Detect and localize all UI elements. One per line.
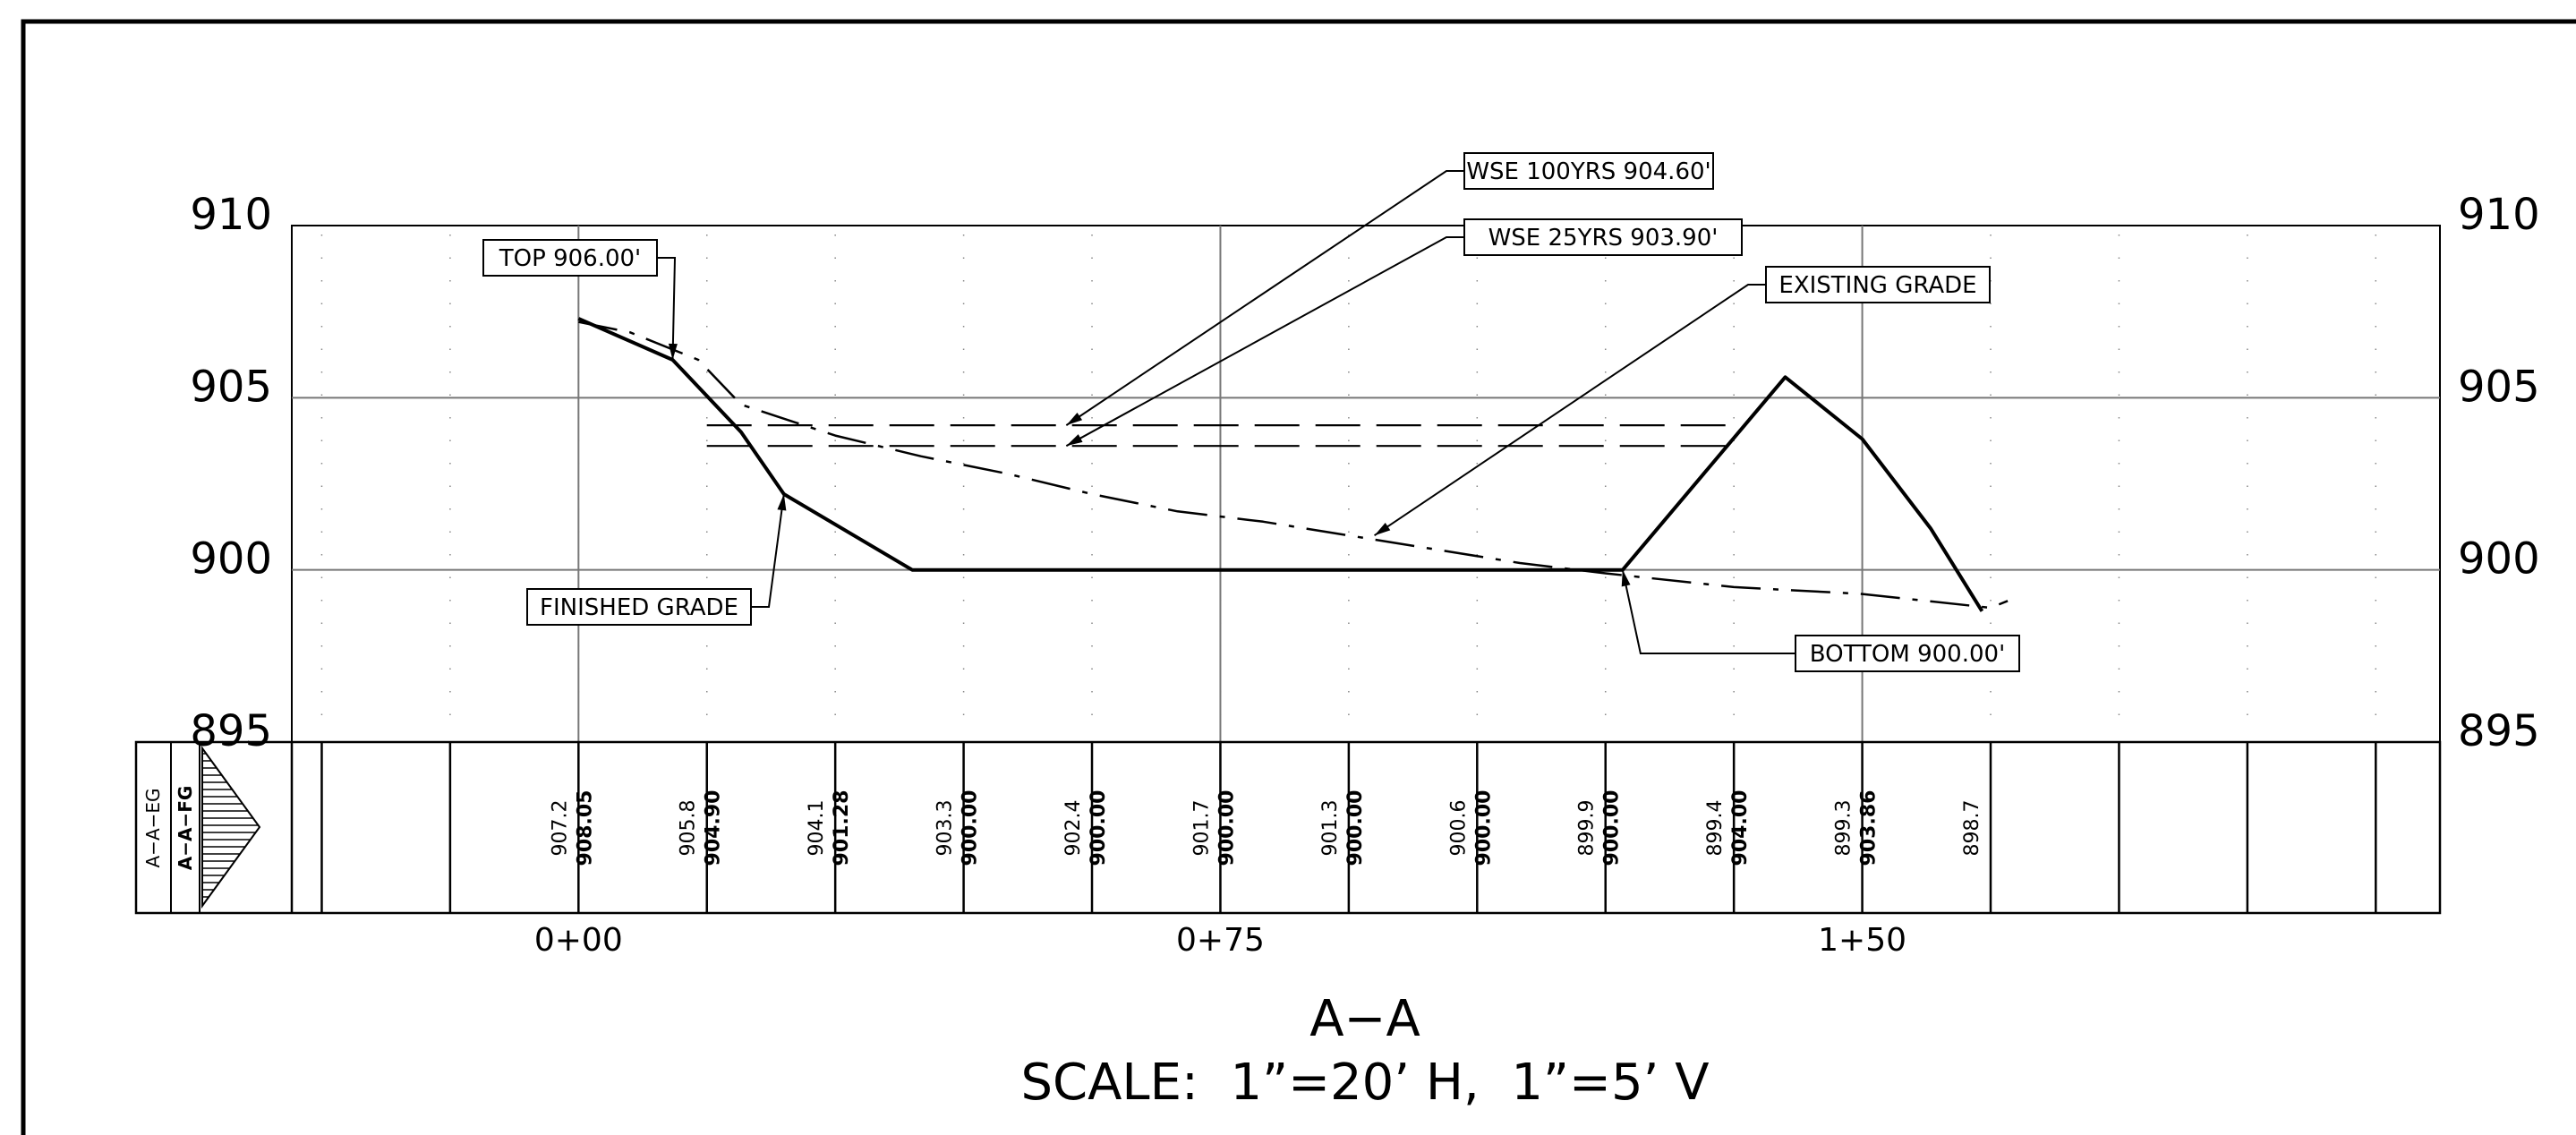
- x-axis-ticks: 0+00 0+75 1+50: [534, 922, 1906, 959]
- y-tick-label-left: 900: [190, 534, 272, 585]
- callout-arrowhead: [777, 494, 787, 511]
- sheet-border: [21, 19, 2576, 1135]
- callout-box: [526, 588, 752, 626]
- callout-arrowhead: [1621, 569, 1631, 587]
- series-line: [577, 317, 1984, 612]
- existing-elevation-value: 899.9: [1576, 800, 1599, 857]
- y-tick-label-right: 900: [2458, 534, 2540, 585]
- existing-elevation-value: 899.3: [1833, 800, 1855, 857]
- callout-arrowhead: [1066, 434, 1083, 447]
- y-axis-ticks: 895 895 900 900 905 905 910 910: [190, 190, 2539, 756]
- existing-elevation-value: 901.7: [1190, 800, 1213, 857]
- table-frame: [134, 740, 2442, 915]
- hatch-outline: [201, 745, 261, 909]
- existing-elevation-value: 904.1: [806, 800, 828, 857]
- callout-leader: [1065, 170, 1464, 426]
- callout-leader: [1621, 569, 1796, 654]
- finished-elevation-value: 908.05: [574, 790, 596, 866]
- finished-elevation-value: 900.00: [1215, 790, 1238, 866]
- callout-box: [1765, 266, 1991, 303]
- finished-elevation-value: 901.28: [831, 790, 853, 866]
- callout-leader: [1374, 284, 1766, 537]
- existing-elevation-value: 901.3: [1319, 800, 1342, 857]
- callout-arrowhead: [1374, 523, 1391, 536]
- y-tick-label-left: 905: [190, 362, 272, 412]
- callout-label: TOP 906.00': [499, 245, 641, 272]
- x-tick-label: 1+50: [1818, 922, 1906, 959]
- callout-leader: [657, 257, 677, 361]
- scale-note: SCALE: 1”=20’ H, 1”=5’ V: [1020, 1054, 1709, 1112]
- finished-elevation-value: 904.90: [703, 790, 725, 866]
- callout-label: FINISHED GRADE: [540, 594, 738, 621]
- callout-arrowhead: [1066, 412, 1083, 426]
- row-label-eg: A−A−EG: [142, 788, 164, 867]
- existing-elevation-value: 907.2: [549, 800, 571, 857]
- existing-elevation-value: 898.7: [1961, 800, 1983, 857]
- callout-box: [1463, 218, 1743, 256]
- elevation-table: A−A−EG A−A−FG 907.2 908.05 905.8 904.90 904.…: [134, 740, 2442, 959]
- callout-box: [1463, 152, 1714, 190]
- callout-leader: [751, 493, 785, 608]
- x-tick-label: 0+75: [1176, 922, 1265, 959]
- profile-series: [577, 317, 2009, 612]
- finished-elevation-value: 900.00: [1601, 790, 1624, 866]
- existing-elevation-value: 900.6: [1447, 800, 1470, 857]
- series-line: [578, 320, 2009, 610]
- row-label-fg: A−A−FG: [175, 786, 196, 871]
- callout-label: BOTTOM 900.00': [1810, 641, 2005, 668]
- finished-elevation-value: 904.00: [1729, 790, 1752, 866]
- finished-elevation-value: 900.00: [1472, 790, 1495, 866]
- callout-arrowhead: [668, 343, 678, 361]
- x-tick-label: 0+00: [534, 922, 623, 959]
- table-columns: 907.2 908.05 905.8 904.90 904.1 901.28 903.3 90…: [320, 742, 2377, 913]
- callout-label: EXISTING GRADE: [1778, 272, 1976, 299]
- callout-box: [482, 239, 658, 277]
- existing-elevation-value: 899.4: [1704, 800, 1727, 857]
- finished-elevation-value: 903.86: [1858, 790, 1881, 866]
- existing-elevation-value: 905.8: [678, 800, 700, 857]
- callout-leader: [1065, 236, 1464, 448]
- callout-box: [1795, 635, 2020, 672]
- y-tick-label-right: 905: [2458, 362, 2540, 412]
- y-tick-label-right: 910: [2458, 190, 2540, 240]
- y-tick-label-left: 910: [190, 190, 272, 240]
- existing-elevation-value: 903.3: [934, 800, 957, 857]
- callout-label: WSE 25YRS 903.90': [1488, 225, 1719, 252]
- existing-elevation-value: 902.4: [1062, 800, 1085, 857]
- finished-elevation-value: 900.00: [960, 790, 982, 866]
- y-tick-label-right: 895: [2458, 706, 2540, 756]
- legend-hatch-symbol: [201, 745, 261, 909]
- callouts: TOP 906.00' FINISHED GRADE WSE 100YRS 904.…: [482, 152, 2020, 672]
- callout-label: WSE 100YRS 904.60': [1466, 158, 1710, 185]
- y-tick-label-left: 895: [190, 706, 272, 756]
- plot-frame: [291, 225, 2441, 743]
- section-title: A−A: [1309, 990, 1420, 1048]
- finished-elevation-value: 900.00: [1088, 790, 1110, 866]
- finished-elevation-value: 900.00: [1344, 790, 1367, 866]
- grid: [292, 226, 2440, 742]
